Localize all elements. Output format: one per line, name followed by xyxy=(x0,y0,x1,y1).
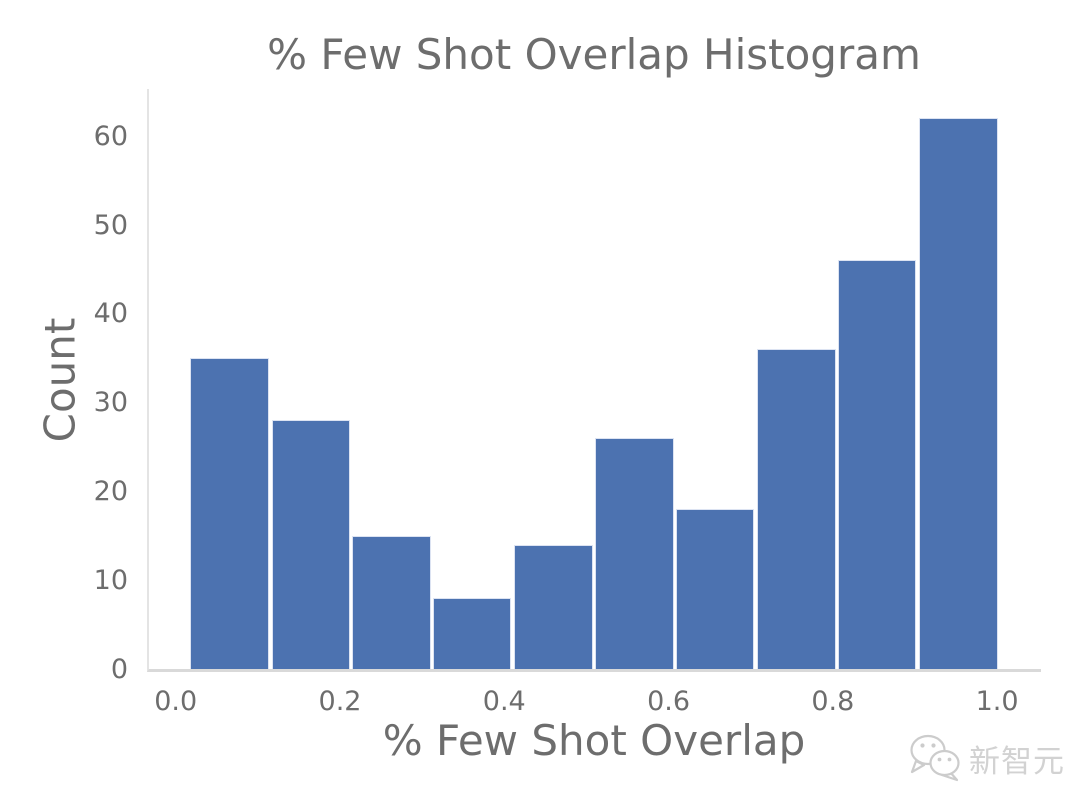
y-axis-label: Count xyxy=(35,317,85,443)
y-tick-label: 40 xyxy=(93,298,128,330)
histogram-bar xyxy=(352,535,431,669)
chart-title: % Few Shot Overlap Histogram xyxy=(267,30,921,79)
y-tick-label: 50 xyxy=(93,209,128,241)
histogram-bar xyxy=(271,420,350,669)
x-tick-label: 1.0 xyxy=(975,686,1019,717)
plot-area xyxy=(147,89,1041,672)
y-tick-label: 30 xyxy=(93,387,128,419)
wechat-icon xyxy=(910,734,960,782)
histogram-bar xyxy=(595,437,674,669)
y-tick-label: 20 xyxy=(93,476,128,508)
histogram-bar xyxy=(190,357,270,669)
histogram-bar xyxy=(838,260,917,669)
y-tick-label: 0 xyxy=(110,654,128,685)
x-tick-label: 0.8 xyxy=(811,686,855,717)
y-tick-label: 60 xyxy=(93,120,128,152)
watermark-text: 新智元 xyxy=(969,743,1065,780)
histogram-bar xyxy=(433,597,512,669)
watermark: 新智元 xyxy=(908,733,1065,783)
x-tick-label: 0.4 xyxy=(482,686,526,717)
histogram-bar xyxy=(513,544,593,669)
histogram-bar xyxy=(756,349,836,669)
histogram-bar xyxy=(676,509,755,669)
histogram-bar xyxy=(918,117,998,669)
x-axis-label: % Few Shot Overlap xyxy=(382,716,806,765)
y-tick-label: 10 xyxy=(93,565,128,597)
x-tick-label: 0.2 xyxy=(318,686,362,717)
x-tick-label: 0.6 xyxy=(647,686,691,717)
x-tick-label: 0.0 xyxy=(154,686,198,717)
